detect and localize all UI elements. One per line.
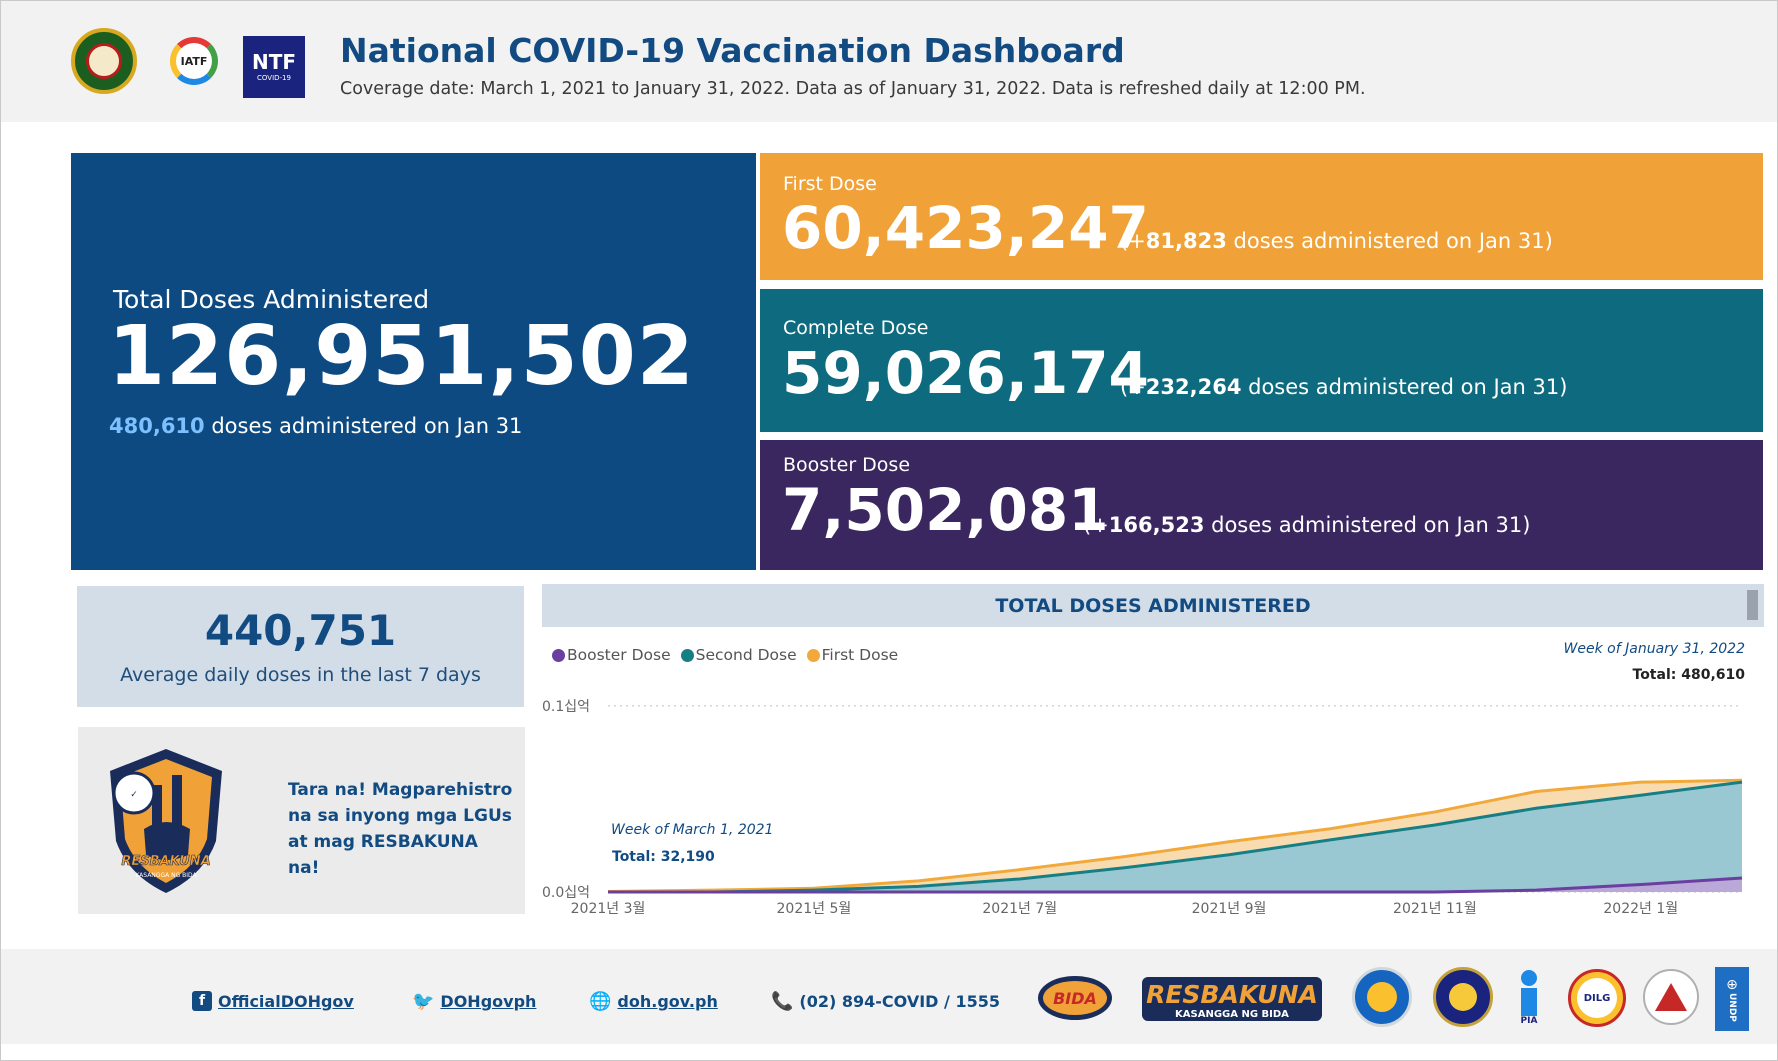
globe-icon: 🌐 bbox=[589, 991, 612, 1012]
chart-legend: Booster Dose Second Dose First Dose bbox=[552, 646, 898, 664]
resbakuna-footer-logo: RESBAKUNA KASANGGA NG BIDA bbox=[1140, 967, 1324, 1025]
svg-text:BIDA: BIDA bbox=[1053, 989, 1097, 1008]
government-seal-logo bbox=[1433, 967, 1493, 1027]
promo-text: Tara na! Magparehistro na sa inyong mga … bbox=[288, 780, 513, 878]
badge-subtitle: KASANGGA NG BIDA bbox=[135, 872, 197, 879]
legend-label: Second Dose bbox=[695, 646, 797, 664]
svg-text:✓: ✓ bbox=[130, 790, 138, 800]
x-tick-label: 2021년 11월 bbox=[1393, 901, 1477, 917]
legend-dot bbox=[806, 648, 820, 662]
average-daily-label: Average daily doses in the last 7 days bbox=[120, 664, 481, 686]
line-second-dose[interactable] bbox=[608, 780, 1743, 894]
complete-dose-card: Complete Dose 59,026,174 (+232,264 doses… bbox=[760, 289, 1763, 432]
phone-icon: 📞 bbox=[771, 991, 794, 1012]
legend-item[interactable]: First Dose bbox=[806, 646, 899, 664]
twitter-icon: 🐦 bbox=[412, 991, 435, 1012]
legend-label: Booster Dose bbox=[567, 646, 671, 664]
booster-dose-label: Booster Dose bbox=[783, 454, 911, 476]
legend-dot bbox=[552, 648, 565, 662]
complete-dose-value: 59,026,174 bbox=[782, 339, 1149, 407]
x-tick-label: 2021년 3월 bbox=[571, 901, 646, 917]
tooltip-end-week: Week of January 31, 2022 bbox=[1563, 641, 1745, 657]
svg-text:KASANGGA NG BIDA: KASANGGA NG BIDA bbox=[1175, 1009, 1289, 1020]
first-dose-label: First Dose bbox=[783, 173, 877, 195]
average-daily-value: 440,751 bbox=[204, 606, 397, 655]
resbakuna-promo: ✓ RESBAKUNA KASANGGA NG BIDA Tara na! Ma… bbox=[78, 727, 525, 914]
resbakuna-badge-logo: ✓ RESBAKUNA KASANGGA NG BIDA bbox=[110, 749, 222, 893]
legend-item[interactable]: Booster Dose bbox=[552, 646, 671, 664]
chart-header: TOTAL DOSES ADMINISTERED bbox=[542, 584, 1764, 627]
complete-dose-label: Complete Dose bbox=[783, 317, 929, 339]
undp-logo: ⊕ UNDP bbox=[1715, 967, 1749, 1031]
facebook-link[interactable]: f OfficialDOHgov bbox=[192, 991, 354, 1011]
tooltip-start-week: Week of March 1, 2021 bbox=[611, 822, 774, 838]
line-booster-dose[interactable] bbox=[608, 876, 1743, 894]
y-tick-label: 0.0십억 bbox=[542, 885, 590, 901]
tooltip-start-total: Total: 32,190 bbox=[612, 849, 715, 865]
booster-dose-card: Booster Dose 7,502,081 (+166,523 doses a… bbox=[760, 440, 1763, 570]
complete-dose-delta: (+232,264 doses administered on Jan 31) bbox=[1120, 375, 1568, 399]
header: IATF NTF COVID-19 National COVID-19 Vacc… bbox=[1, 1, 1777, 122]
total-doses-label: Total Doses Administered bbox=[113, 285, 430, 314]
footer: f OfficialDOHgov 🐦 DOHgovph 🌐 doh.gov.ph… bbox=[1, 949, 1777, 1044]
total-doses-value: 126,951,502 bbox=[108, 309, 695, 404]
average-daily-box: 440,751 Average daily doses in the last … bbox=[77, 586, 524, 707]
pia-logo: PIA bbox=[1517, 967, 1541, 1029]
first-dose-delta: (+81,823 doses administered on Jan 31) bbox=[1120, 229, 1553, 253]
line-first-dose[interactable] bbox=[607, 778, 1743, 893]
x-tick-label: 2021년 7월 bbox=[982, 901, 1057, 917]
phone-link[interactable]: 📞 (02) 894-COVID / 1555 bbox=[771, 991, 1000, 1012]
legend-dot bbox=[680, 648, 694, 662]
tooltip-end-total: Total: 480,610 bbox=[1632, 667, 1746, 683]
legend-label: First Dose bbox=[821, 646, 899, 664]
first-dose-value: 60,423,247 bbox=[782, 194, 1149, 262]
website-link[interactable]: 🌐 doh.gov.ph bbox=[589, 991, 718, 1012]
facebook-icon: f bbox=[192, 991, 212, 1011]
doh-seal-logo bbox=[71, 28, 137, 94]
dilg-logo: DILG bbox=[1568, 969, 1626, 1027]
chart-title: TOTAL DOSES ADMINISTERED bbox=[995, 595, 1311, 617]
twitter-link[interactable]: 🐦 DOHgovph bbox=[412, 991, 537, 1012]
first-dose-card: First Dose 60,423,247 (+81,823 doses adm… bbox=[760, 153, 1763, 280]
total-doses-card: Total Doses Administered 126,951,502 480… bbox=[71, 153, 756, 570]
dost-seal-logo bbox=[1643, 969, 1699, 1025]
total-daily-line: 480,610 doses administered on Jan 31 bbox=[109, 414, 523, 438]
x-tick-label: 2021년 5월 bbox=[777, 901, 852, 917]
y-tick-label: 0.1십억 bbox=[542, 699, 590, 715]
legend-item[interactable]: Second Dose bbox=[680, 646, 797, 664]
booster-dose-value: 7,502,081 bbox=[782, 476, 1109, 544]
svg-text:RESBAKUNA: RESBAKUNA bbox=[1146, 980, 1318, 1009]
chart-scrollbar[interactable] bbox=[1747, 590, 1758, 620]
booster-dose-delta: (+166,523 doses administered on Jan 31) bbox=[1083, 513, 1531, 537]
badge-title: RESBAKUNA bbox=[121, 854, 210, 869]
area-second-dose[interactable] bbox=[608, 782, 1742, 892]
iatf-logo: IATF bbox=[165, 29, 223, 93]
total-daily-value: 480,610 bbox=[109, 414, 205, 438]
area-booster-dose[interactable] bbox=[608, 878, 1742, 892]
pcoo-seal-logo bbox=[1352, 967, 1412, 1027]
ntf-logo: NTF COVID-19 bbox=[243, 36, 305, 98]
x-tick-label: 2022년 1월 bbox=[1603, 901, 1678, 917]
coverage-subtitle: Coverage date: March 1, 2021 to January … bbox=[340, 79, 1366, 99]
bida-logo: BIDA bbox=[1036, 973, 1114, 1023]
page-title: National COVID-19 Vaccination Dashboard bbox=[340, 31, 1125, 70]
total-doses-chart: 0.0십억 0.1십억 2021년 3월 2021년 5월 2021년 7월 2021년 … bbox=[542, 699, 1743, 917]
x-tick-label: 2021년 9월 bbox=[1192, 901, 1267, 917]
